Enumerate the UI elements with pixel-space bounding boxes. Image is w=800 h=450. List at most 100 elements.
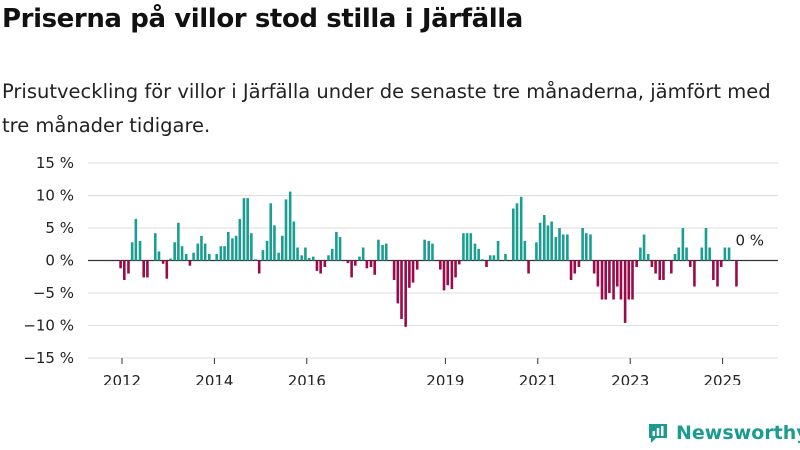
x-tick-label: 2019 [426,372,464,385]
bar [411,260,415,283]
bar [327,255,330,261]
chart-subtitle: Prisutveckling för villor i Järfälla und… [2,80,771,137]
bar [681,228,685,261]
bar [335,231,338,261]
bars [119,191,738,327]
bar [315,260,319,271]
bar [469,233,473,261]
bar [277,252,280,261]
bar [219,246,223,261]
bar [415,260,419,270]
bar [716,260,719,287]
bar [354,260,357,266]
bar [646,254,650,261]
bar [269,203,273,261]
bar [631,260,634,300]
bar [592,260,596,274]
bar [538,222,542,261]
bar [431,243,434,261]
x-tick-label: 2023 [611,372,649,385]
bar [446,260,450,286]
bar [523,241,527,261]
bar [635,260,638,267]
bar [658,260,662,280]
bar [677,247,681,261]
bar [450,260,454,290]
bar [566,234,569,261]
bar [693,260,696,287]
bar-chart-logo-icon [649,424,667,443]
bar [462,233,465,261]
bar [642,234,646,261]
y-tick-label: −5 % [33,284,74,302]
bar [146,260,149,278]
bar [200,235,203,261]
bar [519,196,523,261]
bar [573,260,577,274]
bar [477,248,480,261]
bar [662,260,665,280]
bar [442,260,446,291]
bar [365,260,369,269]
gridlines [88,162,778,359]
bar [654,260,657,274]
bar [639,247,642,261]
x-axis: 2012 2014 2016 2019 2021 2023 2025 [103,358,742,385]
bar [250,233,253,261]
chart-title: Priserna på villor stod stilla i Järfäll… [2,4,523,34]
bar [496,241,500,261]
bar [700,247,704,261]
bar [330,248,334,261]
bar [203,243,207,261]
bar [384,243,388,261]
bar [708,247,711,261]
bar [400,260,403,319]
bar [404,260,407,327]
bar [627,260,631,300]
bar [392,260,396,280]
bar [292,221,296,261]
bar [589,234,592,261]
bar [670,260,673,274]
bar [408,260,411,288]
x-tick-label: 2025 [704,372,742,385]
newsworthy-logo: Newsworthy [646,420,800,446]
bar [619,260,623,300]
bar [231,238,234,261]
bar [281,235,284,261]
y-tick-label: 0 % [45,252,74,270]
bar [561,234,565,261]
bar [515,203,519,261]
x-tick-label: 2021 [519,372,557,385]
bar [527,260,530,274]
bar [454,260,457,278]
bar [246,198,249,261]
bar [123,260,126,280]
bar [704,228,708,261]
bar [338,237,342,261]
bar [257,260,261,274]
bar [423,239,426,261]
bar [296,247,299,261]
bar [585,233,588,261]
bar [673,254,677,261]
bar [439,260,442,270]
bar [346,260,350,264]
bar [604,260,608,300]
bar [273,225,276,261]
bar [165,260,169,279]
bar [615,260,619,287]
bar [134,218,138,261]
x-tick-label: 2016 [288,372,326,385]
bar [373,260,377,275]
bar [612,260,615,300]
bar [600,260,604,300]
bar [307,257,311,261]
bar [130,242,134,261]
bar [723,247,727,261]
bar [153,233,157,261]
bar [119,260,122,269]
bar [304,247,307,261]
bar [180,246,184,261]
